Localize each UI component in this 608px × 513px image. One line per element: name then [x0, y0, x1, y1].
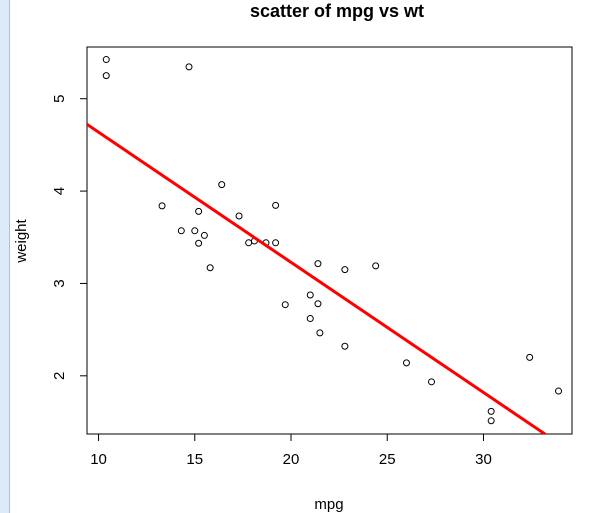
data-point: [428, 378, 436, 386]
data-point: [526, 353, 534, 361]
regression-line: [87, 123, 548, 434]
y-tick-label: 2: [51, 372, 68, 380]
regression-line-group: [87, 123, 548, 434]
data-point: [218, 181, 226, 189]
y-axis-label: weight: [13, 218, 30, 263]
data-point: [372, 262, 380, 270]
data-point: [487, 417, 495, 425]
data-point: [316, 329, 324, 337]
data-point: [272, 201, 280, 209]
data-points: [102, 56, 563, 425]
data-point: [235, 212, 243, 220]
data-point: [206, 264, 214, 272]
y-axis: 2 3 4 5: [51, 95, 88, 380]
y-tick-label: 3: [51, 279, 68, 287]
data-point: [200, 231, 208, 239]
y-tick-label: 5: [51, 95, 68, 103]
x-tick-label: 25: [379, 451, 396, 468]
data-point: [102, 56, 110, 64]
data-point: [314, 260, 322, 268]
x-axis: 10 15 20 25 30: [90, 433, 492, 468]
data-point: [487, 407, 495, 415]
data-point: [341, 266, 349, 274]
data-point: [306, 315, 314, 323]
data-point: [272, 239, 280, 247]
data-point: [185, 63, 193, 71]
data-point: [177, 227, 185, 235]
x-tick-label: 30: [475, 451, 492, 468]
window-edge-strip: [0, 0, 10, 513]
data-point: [306, 291, 314, 299]
data-point: [245, 239, 253, 247]
data-point: [191, 227, 199, 235]
data-point: [555, 387, 563, 395]
data-point: [102, 72, 110, 80]
data-point: [195, 207, 203, 215]
data-point: [281, 301, 289, 309]
y-tick-label: 4: [51, 187, 68, 195]
chart-title: scatter of mpg vs wt: [250, 1, 424, 21]
data-point: [341, 342, 349, 350]
x-tick-label: 10: [90, 451, 107, 468]
plot-frame: [86, 46, 573, 435]
data-point: [314, 300, 322, 308]
x-tick-label: 20: [283, 451, 300, 468]
x-axis-label: mpg: [314, 496, 343, 513]
data-point: [402, 359, 410, 367]
x-tick-label: 15: [186, 451, 203, 468]
data-point: [158, 202, 166, 210]
data-point: [195, 239, 203, 247]
